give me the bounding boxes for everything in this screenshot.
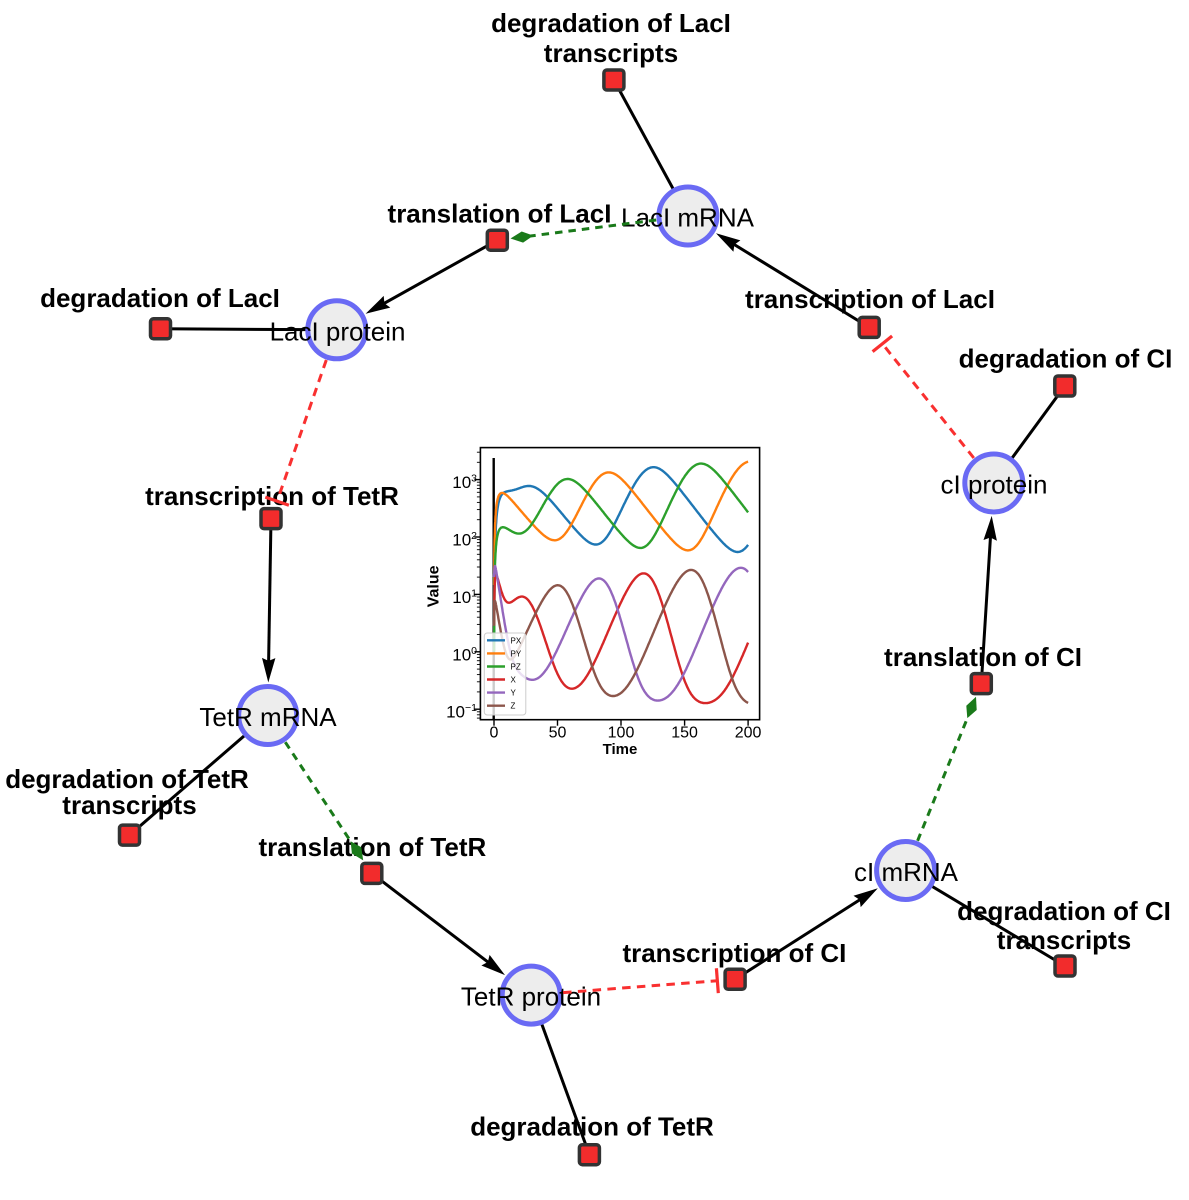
svg-text:cI protein: cI protein: [941, 470, 1048, 500]
svg-text:transcripts: transcripts: [62, 790, 196, 820]
svg-text:PZ: PZ: [511, 663, 521, 672]
svg-text:10−1: 10−1: [446, 702, 477, 722]
svg-text:degradation of LacI: degradation of LacI: [491, 8, 731, 38]
svg-text:cI mRNA: cI mRNA: [854, 857, 959, 887]
svg-text:LacI mRNA: LacI mRNA: [621, 202, 755, 232]
svg-text:degradation of CI: degradation of CI: [959, 344, 1173, 374]
svg-text:Time: Time: [603, 741, 638, 758]
svg-text:transcription of CI: transcription of CI: [622, 938, 846, 968]
svg-text:transcription of LacI: transcription of LacI: [745, 284, 995, 314]
svg-text:degradation of TetR: degradation of TetR: [470, 1111, 714, 1141]
svg-text:150: 150: [671, 725, 698, 742]
svg-text:TetR protein: TetR protein: [461, 982, 601, 1012]
svg-text:200: 200: [735, 725, 762, 742]
svg-text:PY: PY: [511, 649, 522, 658]
svg-text:50: 50: [549, 725, 567, 742]
svg-text:0: 0: [490, 725, 499, 742]
svg-text:degradation of LacI: degradation of LacI: [40, 283, 280, 313]
svg-text:Value: Value: [426, 565, 443, 607]
svg-text:degradation of TetR: degradation of TetR: [5, 764, 249, 794]
svg-text:TetR mRNA: TetR mRNA: [199, 702, 337, 732]
svg-text:degradation of CI: degradation of CI: [957, 896, 1171, 926]
svg-text:LacI protein: LacI protein: [270, 316, 406, 346]
svg-text:100: 100: [608, 725, 635, 742]
svg-text:PX: PX: [511, 636, 522, 645]
svg-text:101: 101: [452, 587, 477, 607]
svg-text:X: X: [511, 676, 517, 685]
svg-text:translation of CI: translation of CI: [884, 642, 1082, 672]
svg-text:translation of LacI: translation of LacI: [388, 199, 612, 229]
svg-text:Z: Z: [511, 702, 516, 711]
svg-text:Y: Y: [511, 689, 517, 698]
svg-text:transcripts: transcripts: [997, 925, 1131, 955]
svg-text:transcripts: transcripts: [544, 38, 678, 68]
svg-text:transcription of TetR: transcription of TetR: [145, 481, 399, 511]
svg-text:102: 102: [452, 530, 477, 550]
svg-text:103: 103: [452, 473, 477, 493]
svg-text:100: 100: [452, 645, 477, 665]
svg-text:translation of TetR: translation of TetR: [259, 832, 487, 862]
